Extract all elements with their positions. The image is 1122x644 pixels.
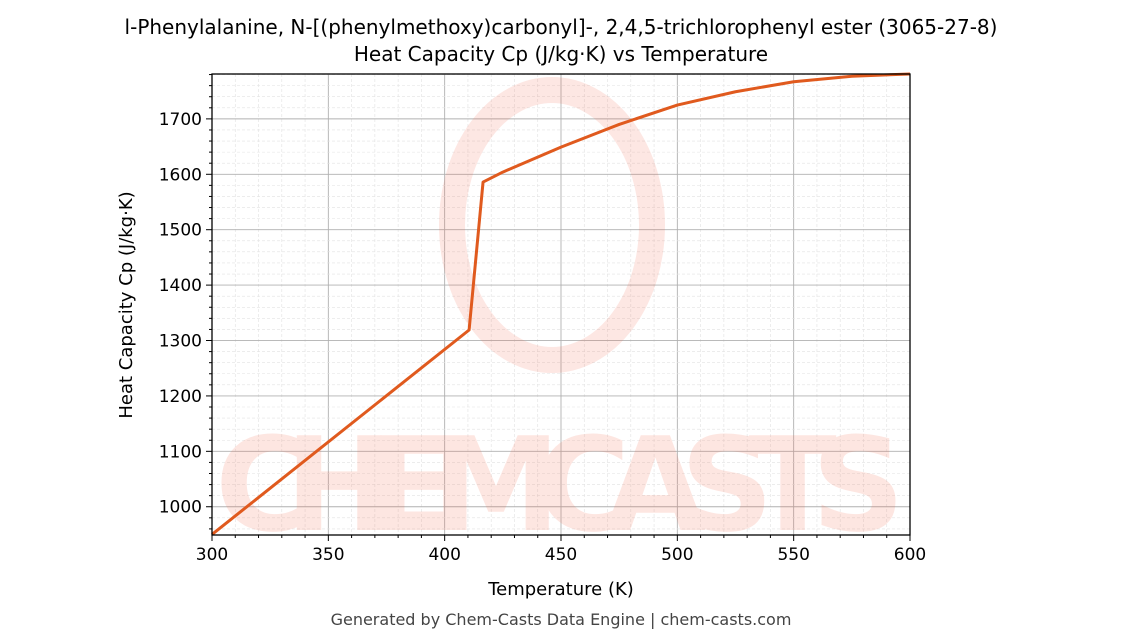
y-tick-label: 1100 xyxy=(159,442,202,462)
watermark-text: CHEMCASTS xyxy=(215,409,905,561)
x-tick-label: 550 xyxy=(777,545,809,565)
ticks: 300 350 400 450 500 550 600 1000 1100 1200 1300 140… xyxy=(159,74,926,565)
y-tick-label: 1600 xyxy=(159,165,202,185)
footer-credit: Generated by Chem-Casts Data Engine | ch… xyxy=(331,610,792,629)
series-line xyxy=(211,72,911,536)
x-axis-label: Temperature (K) xyxy=(487,579,634,600)
watermark: CHEMCASTS xyxy=(215,77,905,561)
x-tick-label: 300 xyxy=(196,545,228,565)
y-tick-label: 1300 xyxy=(159,332,202,352)
x-tick-label: 450 xyxy=(545,545,577,565)
y-tick-label: 1400 xyxy=(159,276,202,296)
x-tick-label: 400 xyxy=(428,545,460,565)
y-tick-label: 1000 xyxy=(159,498,202,518)
x-tick-label: 600 xyxy=(894,545,926,565)
x-tick-label: 350 xyxy=(312,545,344,565)
plot-frame xyxy=(211,73,911,536)
y-tick-label: 1500 xyxy=(159,221,202,241)
y-tick-label: 1700 xyxy=(159,110,202,130)
x-tick-label: 500 xyxy=(661,545,693,565)
y-axis-label: Heat Capacity Cp (J/kg·K) xyxy=(116,191,137,418)
series xyxy=(211,72,911,536)
chart-title: l-Phenylalanine, N-[(phenylmethoxy)carbo… xyxy=(125,15,998,39)
chart-subtitle: Heat Capacity Cp (J/kg·K) vs Temperature xyxy=(354,42,768,66)
y-tick-label: 1200 xyxy=(159,387,202,407)
